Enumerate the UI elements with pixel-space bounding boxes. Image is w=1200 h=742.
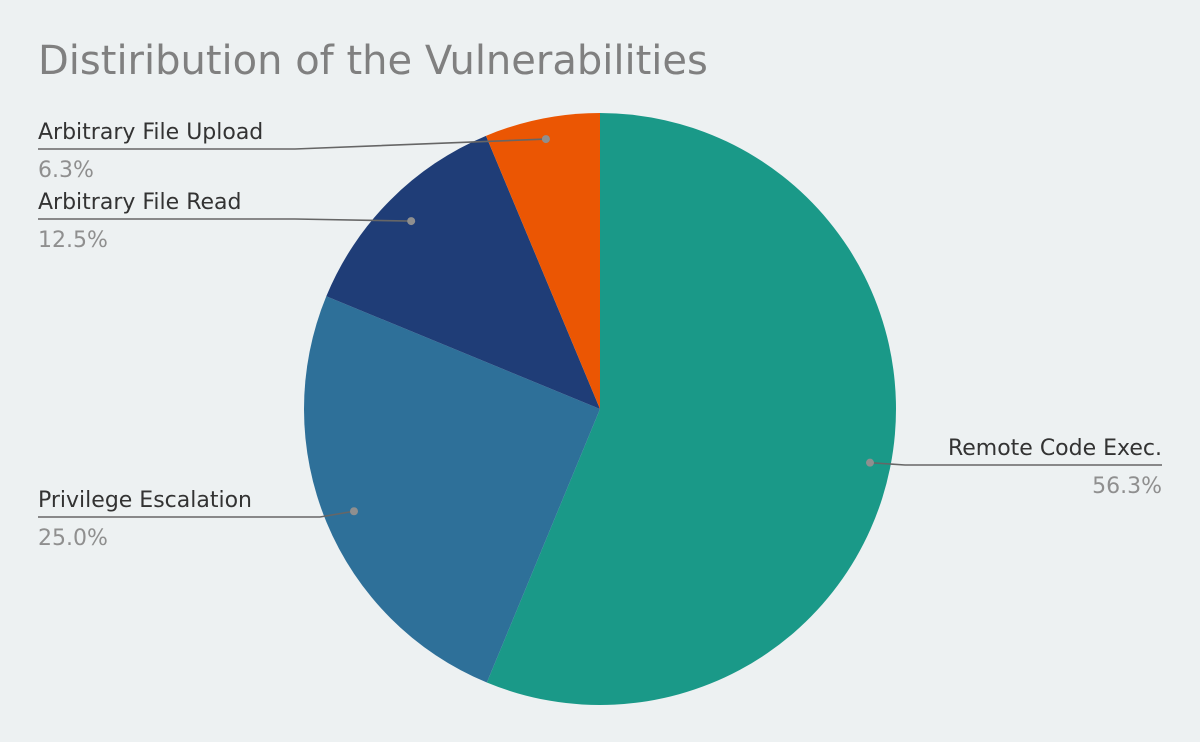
slice-percent-arbitrary-file-read: 12.5% bbox=[38, 228, 108, 253]
leader-line-privilege-escalation bbox=[38, 510, 355, 518]
pie-slice-privilege-escalation bbox=[304, 296, 600, 683]
chart-title: Distiribution of the Vulnerabilities bbox=[38, 38, 708, 84]
leader-line-arbitrary-file-upload bbox=[38, 138, 546, 150]
slice-label-remote-code-exec: Remote Code Exec. bbox=[948, 436, 1162, 461]
leader-dot-privilege-escalation bbox=[349, 507, 358, 516]
slice-percent-privilege-escalation: 25.0% bbox=[38, 526, 108, 551]
leader-line-remote-code-exec bbox=[869, 461, 1162, 466]
leader-line-arbitrary-file-read bbox=[38, 218, 412, 222]
leader-dot-arbitrary-file-upload bbox=[541, 135, 550, 144]
slice-percent-arbitrary-file-upload: 6.3% bbox=[38, 158, 94, 183]
pie-slice-remote-code-exec bbox=[486, 113, 897, 705]
slice-label-privilege-escalation: Privilege Escalation bbox=[38, 488, 252, 513]
leader-dot-remote-code-exec bbox=[866, 458, 875, 467]
slice-label-arbitrary-file-read: Arbitrary File Read bbox=[38, 190, 241, 215]
leader-dot-arbitrary-file-read bbox=[407, 217, 416, 226]
slice-label-arbitrary-file-upload: Arbitrary File Upload bbox=[38, 120, 263, 145]
pie-slice-arbitrary-file-upload bbox=[485, 113, 600, 409]
pie-slice-arbitrary-file-read bbox=[326, 135, 600, 409]
slice-percent-remote-code-exec: 56.3% bbox=[1092, 474, 1162, 499]
